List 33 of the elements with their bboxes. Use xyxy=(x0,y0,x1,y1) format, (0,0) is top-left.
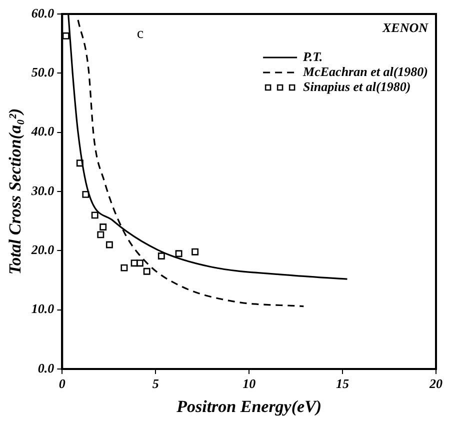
point xyxy=(100,224,107,230)
x-tick-label: 15 xyxy=(336,376,350,392)
point xyxy=(82,190,90,198)
point xyxy=(91,212,98,219)
x-axis-title: Positron Energy(eV) xyxy=(176,397,322,416)
y-tick-label: 50.0 xyxy=(31,64,55,80)
point xyxy=(175,250,182,258)
y-tick-label: 60.0 xyxy=(31,5,55,20)
point xyxy=(97,231,104,238)
legend-label: McEachran et al(1980) xyxy=(302,64,428,79)
annotation: c xyxy=(136,26,144,42)
annotation: XENON xyxy=(381,20,429,35)
y-tick-label: 10.0 xyxy=(31,301,55,316)
x-tick-label: 10 xyxy=(242,376,256,392)
legend-label: Sinapius et al(1980) xyxy=(303,78,411,94)
y-tick-label: 0.0 xyxy=(38,360,55,376)
x-tick-label: 0 xyxy=(58,376,66,392)
point xyxy=(143,268,150,275)
point xyxy=(76,160,84,167)
legend-label: P.T. xyxy=(303,48,323,64)
point xyxy=(136,260,144,267)
x-tick-label: 20 xyxy=(428,376,443,392)
point xyxy=(158,252,165,260)
point xyxy=(106,241,113,248)
point xyxy=(120,264,128,272)
y-tick-label: 40.0 xyxy=(30,124,55,139)
x-tick-label: 5 xyxy=(152,376,160,392)
y-tick-label: 30.0 xyxy=(30,182,55,198)
point xyxy=(62,32,70,40)
y-axis-title: Total Cross Section(a₀²) xyxy=(6,108,25,275)
point xyxy=(192,248,199,256)
point xyxy=(130,260,138,267)
y-tick-label: 20.0 xyxy=(30,242,55,258)
